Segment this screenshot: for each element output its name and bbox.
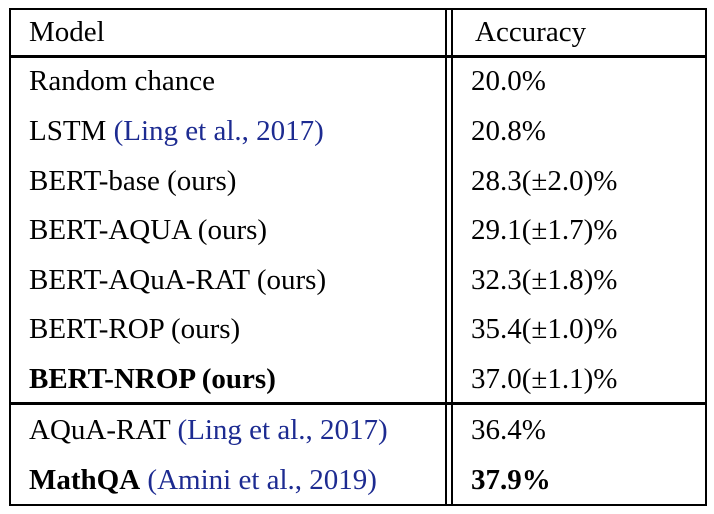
header-rule [9,55,707,58]
model-cell: LSTM (Ling et al., 2017) [29,114,324,148]
model-name: LSTM [29,115,114,147]
accuracy-cell: 35.4(±1.0)% [471,313,618,345]
model-name: AQuA-RAT [29,414,178,446]
top-rule [9,8,707,10]
model-cell: BERT-AQuA-RAT (ours) [29,264,327,296]
model-cell: BERT-ROP (ours) [29,313,241,345]
column-divider-b [451,8,453,506]
model-cell: AQuA-RAT (Ling et al., 2017) [29,413,388,447]
left-border [9,8,11,506]
accuracy-cell: 28.3(±2.0)% [471,165,618,197]
column-divider-a [445,8,447,506]
bottom-rule [9,504,707,506]
group-rule [9,402,707,405]
accuracy-cell: 20.0% [471,65,546,97]
citation-link[interactable]: (Ling et al., 2017) [113,115,324,147]
model-cell: Random chance [29,65,216,97]
accuracy-cell: 32.3(±1.8)% [471,264,618,296]
model-cell: MathQA (Amini et al., 2019) [29,463,377,497]
accuracy-cell: 37.9% [471,464,551,496]
header-accuracy: Accuracy [475,16,587,48]
model-name: MathQA [29,464,141,496]
accuracy-cell: 36.4% [471,414,546,446]
citation-link[interactable]: (Ling et al., 2017) [177,414,388,446]
right-border [705,8,707,506]
model-cell: BERT-AQUA (ours) [29,214,268,246]
results-table: Model Accuracy Random chance 20.0% LSTM … [9,8,707,506]
accuracy-cell: 29.1(±1.7)% [471,214,618,246]
model-cell: BERT-base (ours) [29,165,237,197]
accuracy-cell: 20.8% [471,115,546,147]
header-model: Model [29,16,105,48]
model-cell: BERT-NROP (ours) [29,363,276,395]
citation-link[interactable]: (Amini et al., 2019) [140,464,377,496]
accuracy-cell: 37.0(±1.1)% [471,363,618,395]
